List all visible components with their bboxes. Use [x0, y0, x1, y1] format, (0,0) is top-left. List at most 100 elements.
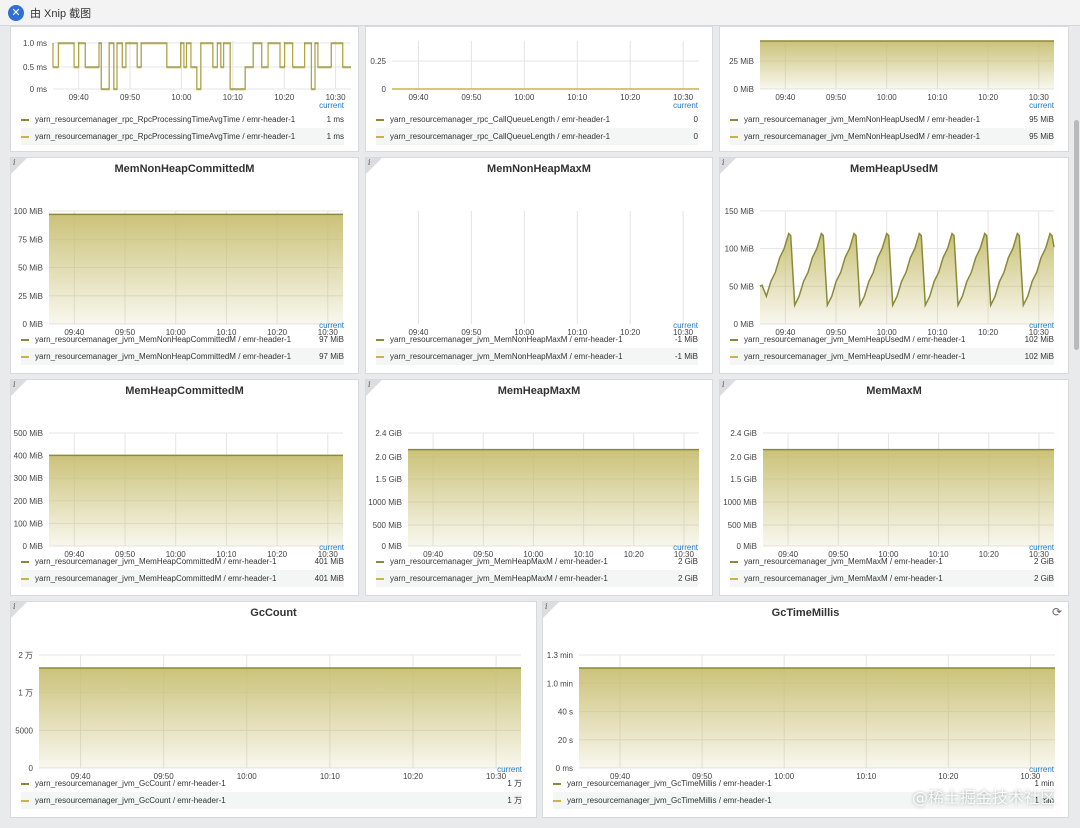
legend-header[interactable]: current — [497, 765, 522, 774]
legend-series-name: yarn_resourcemanager_jvm_MemNonHeapMaxM … — [390, 335, 623, 344]
graph-panel[interactable]: i MemMaxM 09:40 09:50 10:00 10:10 10:20 10:30 2.… — [719, 379, 1069, 596]
legend-current-value: 102 MiB — [1024, 352, 1054, 361]
legend-item[interactable]: yarn_resourcemanager_rpc_RpcProcessingTi… — [21, 111, 344, 128]
legend-current-value: 95 MiB — [1029, 115, 1054, 124]
legend-item[interactable]: yarn_resourcemanager_jvm_MemNonHeapMaxM … — [376, 331, 698, 348]
legend-header[interactable]: current — [673, 101, 698, 110]
legend-series-name: yarn_resourcemanager_jvm_MemHeapUsedM / … — [744, 335, 966, 344]
chart-area[interactable]: 09:40 09:50 10:00 10:10 10:20 10:30 500 MiB 400… — [11, 400, 359, 560]
legend-header[interactable]: current — [319, 321, 344, 330]
chart-area[interactable]: 09:40 09:50 10:00 10:10 10:20 10:30 150 MiB 100… — [720, 178, 1069, 338]
legend-item[interactable]: yarn_resourcemanager_jvm_MemHeapUsedM / … — [730, 348, 1054, 365]
legend-swatch — [21, 782, 29, 785]
panel-info-icon[interactable]: i — [11, 380, 27, 396]
legend-header[interactable]: current — [1029, 101, 1054, 110]
y-tick-label: 1.0 ms — [23, 39, 47, 48]
legend-item[interactable]: yarn_resourcemanager_jvm_MemMaxM / emr-h… — [730, 570, 1054, 587]
legend-item[interactable]: yarn_resourcemanager_rpc_CallQueueLength… — [376, 128, 698, 145]
legend-item[interactable]: yarn_resourcemanager_jvm_MemNonHeapCommi… — [21, 331, 344, 348]
legend-item[interactable]: yarn_resourcemanager_jvm_MemNonHeapUsedM… — [730, 128, 1054, 145]
legend-swatch — [376, 135, 384, 138]
panel-info-icon[interactable]: i — [720, 380, 736, 396]
graph-panel[interactable]: i MemHeapMaxM 09:40 09:50 10:00 10:10 10:20 10:… — [365, 379, 713, 596]
x-tick-label: 10:20 — [978, 328, 999, 337]
chart-area[interactable]: 09:40 09:50 10:00 10:10 10:20 10:30 1.0 ms 0.5 … — [11, 33, 359, 103]
y-tick-label: 50 MiB — [18, 264, 43, 273]
panel-info-icon[interactable]: i — [11, 158, 27, 174]
legend-item[interactable]: yarn_resourcemanager_jvm_MemNonHeapMaxM … — [376, 348, 698, 365]
legend-header[interactable]: current — [319, 543, 344, 552]
legend-item[interactable]: yarn_resourcemanager_jvm_GcCount / emr-h… — [21, 775, 522, 792]
legend-swatch — [730, 560, 738, 563]
chart-area[interactable]: 09:40 09:50 10:00 10:10 10:20 10:30 — [366, 178, 713, 338]
watermark: @稀土掘金技术社区 — [911, 788, 1056, 807]
legend-header[interactable]: current — [1029, 765, 1054, 774]
panel-title: MemNonHeapMaxM — [487, 163, 591, 175]
panel-info-icon[interactable]: i — [366, 380, 382, 396]
panel-info-icon[interactable]: i — [720, 158, 736, 174]
panel-info-icon[interactable]: i — [366, 158, 382, 174]
legend-header[interactable]: current — [673, 321, 698, 330]
graph-panel[interactable]: i MemNonHeapMaxM 09:40 09:50 10:00 10:10 10:20… — [365, 157, 713, 374]
legend-current-value: 0 — [693, 115, 698, 124]
legend-current-value: 95 MiB — [1029, 132, 1054, 141]
chart-area[interactable]: 09:40 09:50 10:00 10:10 10:20 10:30 1.3 min 1.0… — [543, 622, 1069, 782]
legend-item[interactable]: yarn_resourcemanager_jvm_MemNonHeapCommi… — [21, 348, 344, 365]
graph-panel[interactable]: i GcCount 09:40 09:50 10:00 10:10 10:20 10:30 2 … — [10, 601, 537, 818]
legend-current-value: 1 min — [1034, 779, 1054, 788]
graph-panel[interactable]: i MemNonHeapCommittedM 09:40 09:50 10:00 10:1… — [10, 157, 359, 374]
y-tick-label: 150 MiB — [725, 207, 754, 216]
legend-item[interactable]: yarn_resourcemanager_jvm_GcTimeMillis / … — [553, 775, 1054, 792]
graph-panel[interactable]: 09:40 09:50 10:00 10:10 10:20 10:30 25 MiB 0 Mi… — [719, 26, 1069, 152]
legend-item[interactable]: yarn_resourcemanager_jvm_MemNonHeapUsedM… — [730, 111, 1054, 128]
legend-current-value: 401 MiB — [314, 574, 344, 583]
legend-header[interactable]: current — [1029, 321, 1054, 330]
legend-item[interactable]: yarn_resourcemanager_rpc_RpcProcessingTi… — [21, 128, 344, 145]
x-tick-label: 10:30 — [318, 328, 339, 337]
legend-series-name: yarn_resourcemanager_jvm_GcCount / emr-h… — [35, 796, 226, 805]
graph-panel[interactable]: i GcTimeMillis ⟳ 09:40 09:50 10:00 10:10 10:20 1… — [542, 601, 1069, 818]
legend-swatch — [376, 577, 384, 580]
y-tick-label: 100 MiB — [14, 207, 43, 216]
legend-swatch — [376, 338, 384, 341]
legend-swatch — [730, 118, 738, 121]
chart-area[interactable]: 09:40 09:50 10:00 10:10 10:20 10:30 100 MiB 75 … — [11, 178, 359, 338]
legend-item[interactable]: yarn_resourcemanager_jvm_GcTimeMillis / … — [553, 792, 1054, 809]
x-tick-label: 10:10 — [320, 772, 341, 781]
panel-info-icon[interactable]: i — [11, 602, 27, 618]
chart-area[interactable]: 09:40 09:50 10:00 10:10 10:20 10:30 2 万 1 万 5000… — [11, 622, 537, 782]
chart-area[interactable]: 09:40 09:50 10:00 10:10 10:20 10:30 2.4 GiB 2.0… — [366, 400, 713, 560]
legend-series-name: yarn_resourcemanager_rpc_CallQueueLength… — [390, 115, 611, 124]
x-tick-label: 10:10 — [927, 328, 948, 337]
chart-area[interactable]: 09:40 09:50 10:00 10:10 10:20 10:30 25 MiB 0 Mi… — [720, 33, 1069, 103]
chart-area[interactable]: 09:40 09:50 10:00 10:10 10:20 10:30 0.25 0 — [366, 33, 713, 103]
graph-panel[interactable]: i MemHeapUsedM 09:40 09:50 10:00 10:10 10:20 10… — [719, 157, 1069, 374]
graph-panel[interactable]: 09:40 09:50 10:00 10:10 10:20 10:30 0.25 0 curre… — [365, 26, 713, 152]
legend-item[interactable]: yarn_resourcemanager_jvm_GcCount / emr-h… — [21, 792, 522, 809]
legend-item[interactable]: yarn_resourcemanager_jvm_MemHeapCommitte… — [21, 553, 344, 570]
legend-item[interactable]: yarn_resourcemanager_jvm_MemHeapMaxM / e… — [376, 553, 698, 570]
legend-header[interactable]: current — [673, 543, 698, 552]
legend-header[interactable]: current — [319, 101, 344, 110]
refresh-icon[interactable]: ⟳ — [1051, 605, 1062, 619]
y-tick-label: 0 ms — [30, 85, 47, 94]
legend-item[interactable]: yarn_resourcemanager_jvm_MemMaxM / emr-h… — [730, 553, 1054, 570]
legend-item[interactable]: yarn_resourcemanager_jvm_MemHeapMaxM / e… — [376, 570, 698, 587]
x-tick-label: 09:50 — [692, 772, 713, 781]
panel-info-icon[interactable]: i — [543, 602, 559, 618]
legend-item[interactable]: yarn_resourcemanager_jvm_MemHeapCommitte… — [21, 570, 344, 587]
legend-current-value: 2 GiB — [677, 574, 698, 583]
scrollbar[interactable] — [1074, 120, 1079, 350]
chart-area[interactable]: 09:40 09:50 10:00 10:10 10:20 10:30 2.4 GiB 2.0… — [720, 400, 1069, 560]
graph-panel[interactable]: 09:40 09:50 10:00 10:10 10:20 10:30 1.0 ms 0.5 … — [10, 26, 359, 152]
x-tick-label: 09:40 — [775, 328, 796, 337]
graph-panel[interactable]: i MemHeapCommittedM 09:40 09:50 10:00 10:10 10… — [10, 379, 359, 596]
legend-header[interactable]: current — [1029, 543, 1054, 552]
legend-item[interactable]: yarn_resourcemanager_jvm_MemHeapUsedM / … — [730, 331, 1054, 348]
x-tick-label: 10:30 — [674, 550, 695, 559]
legend-current-value: -1 MiB — [674, 335, 698, 344]
legend-item[interactable]: yarn_resourcemanager_rpc_CallQueueLength… — [376, 111, 698, 128]
x-tick-label: 09:40 — [408, 328, 429, 337]
y-tick-label: 0.5 ms — [23, 63, 47, 72]
legend-series-name: yarn_resourcemanager_jvm_MemHeapCommitte… — [35, 557, 277, 566]
